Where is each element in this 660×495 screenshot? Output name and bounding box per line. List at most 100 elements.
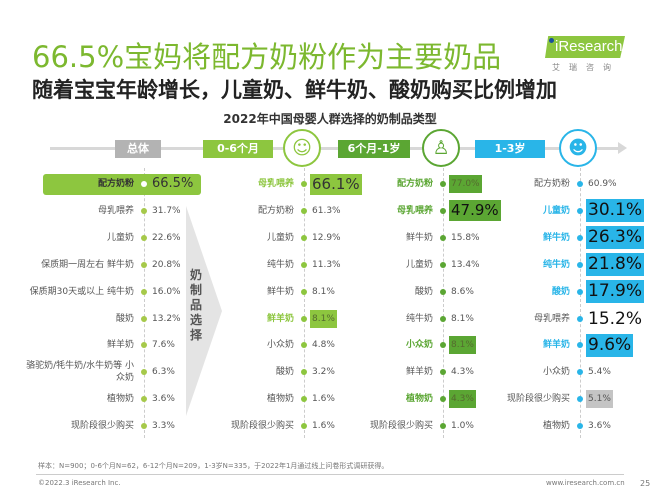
row-value: 3.6% [152, 394, 175, 405]
row-label: 鲜牛奶 [542, 232, 570, 243]
row-label: 现阶段很少购买 [230, 421, 294, 432]
row-value: 22.6% [152, 232, 181, 243]
bullet-dot [141, 423, 147, 430]
row-value: 6.3% [152, 367, 175, 378]
row-value: 8.1% [310, 309, 337, 328]
row-value: 15.2% [588, 308, 643, 329]
bullet-dot [301, 423, 307, 430]
bullet-dot [440, 181, 446, 187]
row-label: 母乳喂养 [97, 205, 134, 216]
row-value: 61.3% [312, 205, 341, 216]
row-label: 鲜牛奶 [405, 232, 433, 243]
bullet-dot [577, 234, 583, 241]
stage-label: 1-3岁 [475, 140, 545, 158]
row-value: 30.1% [586, 199, 645, 223]
row-label: 现阶段很少购买 [70, 421, 134, 432]
row-label: 配方奶粉 [396, 179, 433, 189]
row-label: 鲜牛奶 [266, 286, 294, 297]
row-value: 47.9% [449, 200, 501, 222]
row-value: 8.1% [312, 286, 335, 297]
row-label: 酸奶 [275, 367, 294, 378]
row-value: 5.4% [588, 367, 611, 378]
stage-label: 0-6个月 [203, 140, 273, 158]
row-label: 植物奶 [405, 394, 433, 405]
row-label: 配方奶粉 [257, 205, 294, 216]
row-label: 植物奶 [266, 394, 294, 405]
row-label: 儿童奶 [405, 259, 433, 270]
row-label: 小众奶 [266, 340, 294, 351]
chart-title: 2022年中国母婴人群选择的奶制品类型 [223, 112, 437, 126]
row-label: 酸奶 [551, 286, 570, 297]
bullet-dot [141, 369, 147, 376]
row-label: 母乳喂养 [396, 205, 433, 216]
row-label: 纯牛奶 [542, 259, 570, 270]
row-value: 15.8% [451, 232, 480, 243]
footnote: 样本：N=900；0-6个月N=62，6-12个月N=209，1-3岁N=335… [38, 462, 389, 470]
bullet-dot [301, 207, 307, 214]
row-value: 3.2% [312, 367, 335, 378]
row-value: 26.3% [586, 226, 645, 250]
row-label: 母乳喂养 [533, 313, 570, 324]
stage-label: 6个月-1岁 [338, 140, 410, 158]
row-value: 13.4% [451, 259, 480, 270]
bullet-dot [301, 342, 307, 349]
row-label: 保质期30天或以上 纯牛奶 [29, 286, 134, 297]
row-label: 鲜羊奶 [266, 313, 294, 324]
page-title: 66.5%宝妈将配方奶粉作为主要奶品 [32, 40, 502, 74]
timeline-line [50, 147, 620, 150]
highlight-banner [43, 174, 201, 195]
bullet-dot [440, 342, 446, 349]
column-guide-line [580, 168, 581, 438]
bullet-dot [577, 288, 583, 295]
page-subtitle: 随着宝宝年龄增长，儿童奶、鲜牛奶、酸奶购买比例增加 [32, 78, 557, 102]
row-value: 1.6% [312, 394, 335, 405]
bullet-dot [301, 261, 307, 268]
row-value: 1.6% [312, 421, 335, 432]
column-guide-line [144, 168, 145, 438]
iresearch-logo: iResearch [545, 36, 625, 58]
row-value: 21.8% [586, 253, 645, 277]
bullet-dot [141, 234, 147, 241]
bullet-dot [301, 234, 307, 241]
row-label: 母乳喂养 [257, 179, 294, 189]
row-value: 3.6% [588, 421, 611, 432]
bullet-dot [577, 396, 583, 403]
row-value: 17.9% [586, 280, 645, 304]
bullet-dot [577, 342, 583, 349]
bullet-dot [301, 288, 307, 295]
row-value: 13.2% [152, 313, 181, 324]
bullet-dot [440, 315, 446, 322]
row-label: 植物奶 [542, 421, 570, 432]
row-label: 骆驼奶/牦牛奶/水牛奶等 小众奶 [26, 361, 134, 384]
bullet-dot [301, 315, 307, 322]
row-value: 9.6% [586, 333, 634, 357]
row-label: 保质期一周左右 鲜牛奶 [41, 259, 134, 270]
row-value: 16.0% [152, 286, 181, 297]
bullet-dot [440, 369, 446, 376]
row-label: 配方奶粉 [97, 179, 134, 189]
row-value: 66.5% [152, 176, 194, 191]
row-label: 现阶段很少购买 [369, 421, 433, 432]
bullet-dot [141, 261, 147, 268]
row-label: 鲜羊奶 [405, 367, 433, 378]
row-value: 4.3% [449, 390, 476, 409]
row-value: 3.3% [152, 421, 175, 432]
bullet-dot [141, 288, 147, 295]
row-label: 酸奶 [414, 286, 433, 297]
swaddled-baby-icon: ☺ [283, 129, 321, 167]
bullet-dot [301, 369, 307, 376]
row-label: 现阶段很少购买 [506, 394, 570, 405]
column-guide-line [304, 168, 305, 438]
bullet-dot [440, 288, 446, 295]
footer-divider [36, 474, 624, 475]
bullet-dot [141, 342, 147, 349]
row-value: 77.0% [449, 175, 482, 193]
row-value: 8.1% [451, 313, 474, 324]
bullet-dot [577, 423, 583, 430]
row-label: 鲜羊奶 [106, 340, 134, 351]
row-label: 纯牛奶 [405, 313, 433, 324]
stage-label: 总体 [115, 140, 161, 158]
copyright: ©2022.3 iResearch Inc. [38, 479, 121, 487]
row-label: 鲜羊奶 [542, 340, 570, 351]
row-label: 配方奶粉 [533, 179, 570, 189]
